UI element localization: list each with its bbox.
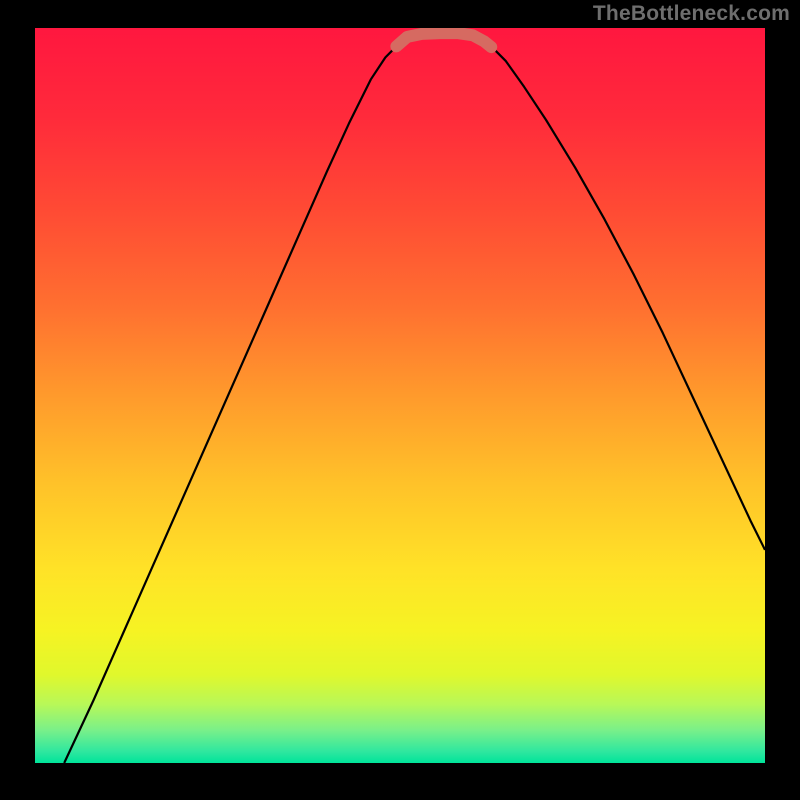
chart-plot-area [35,28,765,763]
watermark-text: TheBottleneck.com [593,2,790,26]
chart-background [35,28,765,763]
chart-svg [35,28,765,763]
chart-frame: TheBottleneck.com [0,0,800,800]
